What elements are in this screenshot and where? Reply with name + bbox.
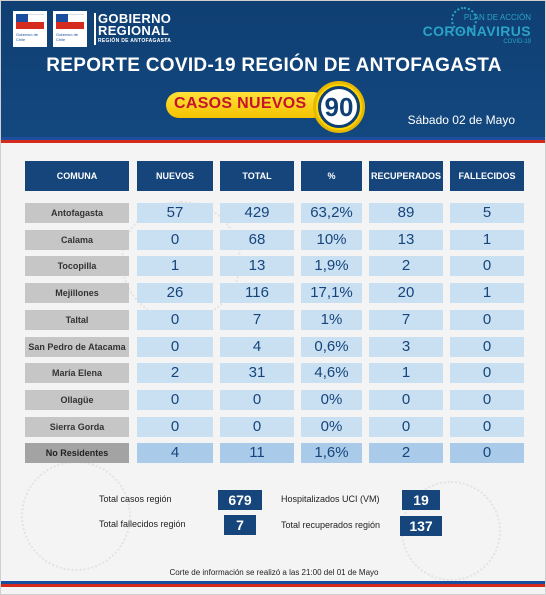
org-title: GOBIERNO REGIONAL <box>98 11 172 38</box>
cell-recuperados: 20 <box>369 283 443 303</box>
icu-label: Hospitalizados UCI (VM) <box>281 494 380 504</box>
comuna-name: Ollagüe <box>25 390 129 410</box>
cell-total: 11 <box>220 443 294 463</box>
cell-pct: 4,6% <box>301 363 362 383</box>
col-header-nuevos: NUEVOS <box>137 161 213 191</box>
col-header-fallecidos: FALLECIDOS <box>450 161 524 191</box>
recovered-label: Total recuperados región <box>281 520 381 530</box>
cell-pct: 0% <box>301 390 362 410</box>
campaign-sub: COVID-19 <box>503 39 531 45</box>
comuna-name: Sierra Gorda <box>25 417 129 437</box>
cell-recuperados: 2 <box>369 256 443 276</box>
col-header-total: TOTAL <box>220 161 294 191</box>
plan-label: PLAN DE ACCIÓN <box>463 13 531 22</box>
cell-total: 4 <box>220 337 294 357</box>
new-cases-value: 90 <box>318 86 360 128</box>
divider-stripe-red <box>1 140 545 143</box>
footer-stripe-blue <box>1 581 545 584</box>
cell-pct: 63,2% <box>301 203 362 223</box>
cell-recuperados: 3 <box>369 337 443 357</box>
cell-recuperados: 0 <box>369 417 443 437</box>
cell-recuperados: 1 <box>369 363 443 383</box>
watermark-virus-icon <box>21 461 131 571</box>
cell-nuevos: 4 <box>137 443 213 463</box>
cell-nuevos: 57 <box>137 203 213 223</box>
cell-nuevos: 0 <box>137 390 213 410</box>
cell-pct: 17,1% <box>301 283 362 303</box>
col-header-recuperados: RECUPERADOS <box>369 161 443 191</box>
cell-nuevos: 1 <box>137 256 213 276</box>
report-title: REPORTE COVID-19 REGIÓN DE ANTOFAGASTA <box>46 55 502 76</box>
col-header-comuna: COMUNA <box>25 161 129 191</box>
cell-total: 429 <box>220 203 294 223</box>
cell-pct: 1,6% <box>301 443 362 463</box>
cell-nuevos: 2 <box>137 363 213 383</box>
footer-note: Corte de información se realizó a las 21… <box>169 568 379 577</box>
cell-total: 0 <box>220 390 294 410</box>
cell-total: 68 <box>220 230 294 250</box>
cell-recuperados: 2 <box>369 443 443 463</box>
cell-recuperados: 7 <box>369 310 443 330</box>
cell-nuevos: 0 <box>137 310 213 330</box>
cell-pct: 10% <box>301 230 362 250</box>
comuna-name: María Elena <box>25 363 129 383</box>
cell-total: 116 <box>220 283 294 303</box>
virus-icon <box>451 7 477 33</box>
comuna-name: Calama <box>25 230 129 250</box>
comuna-name: Taltal <box>25 310 129 330</box>
col-header-pct: % <box>301 161 362 191</box>
flag-red <box>16 22 44 29</box>
header: Gobierno de Chile Gobierno de Chile GOBI… <box>1 1 545 141</box>
org-subtitle: REGIÓN DE ANTOFAGASTA <box>98 38 172 44</box>
cell-pct: 1% <box>301 310 362 330</box>
cell-pct: 0% <box>301 417 362 437</box>
cell-total: 13 <box>220 256 294 276</box>
campaign-title: CORONAVIRUS <box>422 23 531 39</box>
cell-fallecidos: 0 <box>450 443 524 463</box>
cell-fallecidos: 0 <box>450 256 524 276</box>
cell-nuevos: 0 <box>137 417 213 437</box>
cell-total: 0 <box>220 417 294 437</box>
cell-pct: 0,6% <box>301 337 362 357</box>
gov-logo-2: Gobierno de Chile <box>53 11 87 47</box>
gov-logo-1: Gobierno de Chile <box>13 11 47 47</box>
cell-fallecidos: 0 <box>450 390 524 410</box>
cell-fallecidos: 0 <box>450 417 524 437</box>
total-deaths-label: Total fallecidos región <box>99 519 186 529</box>
cell-fallecidos: 1 <box>450 230 524 250</box>
org-divider <box>94 13 96 45</box>
footer-stripe-red <box>1 584 545 587</box>
new-cases-pill <box>166 92 326 118</box>
icu-value: 19 <box>402 490 440 510</box>
cell-recuperados: 89 <box>369 203 443 223</box>
comuna-name: Tocopilla <box>25 256 129 276</box>
total-cases-value: 679 <box>218 490 262 510</box>
comuna-name: Antofagasta <box>25 203 129 223</box>
comuna-name: No Residentes <box>25 443 129 463</box>
cell-fallecidos: 0 <box>450 310 524 330</box>
total-deaths-value: 7 <box>224 515 256 535</box>
cell-fallecidos: 1 <box>450 283 524 303</box>
cell-nuevos: 0 <box>137 230 213 250</box>
total-cases-label: Total casos región <box>99 494 172 504</box>
comuna-name: Mejillones <box>25 283 129 303</box>
comuna-name: San Pedro de Atacama <box>25 337 129 357</box>
cell-fallecidos: 0 <box>450 337 524 357</box>
cell-nuevos: 0 <box>137 337 213 357</box>
cell-recuperados: 0 <box>369 390 443 410</box>
recovered-value: 137 <box>400 516 442 536</box>
cell-total: 31 <box>220 363 294 383</box>
flag-blue <box>16 14 28 22</box>
cell-total: 7 <box>220 310 294 330</box>
cell-nuevos: 26 <box>137 283 213 303</box>
divider-stripe-blue <box>1 137 545 140</box>
new-cases-label: CASOS NUEVOS <box>174 95 307 112</box>
report-date: Sábado 02 de Mayo <box>407 113 515 127</box>
cell-fallecidos: 5 <box>450 203 524 223</box>
cell-pct: 1,9% <box>301 256 362 276</box>
cell-fallecidos: 0 <box>450 363 524 383</box>
cell-recuperados: 13 <box>369 230 443 250</box>
